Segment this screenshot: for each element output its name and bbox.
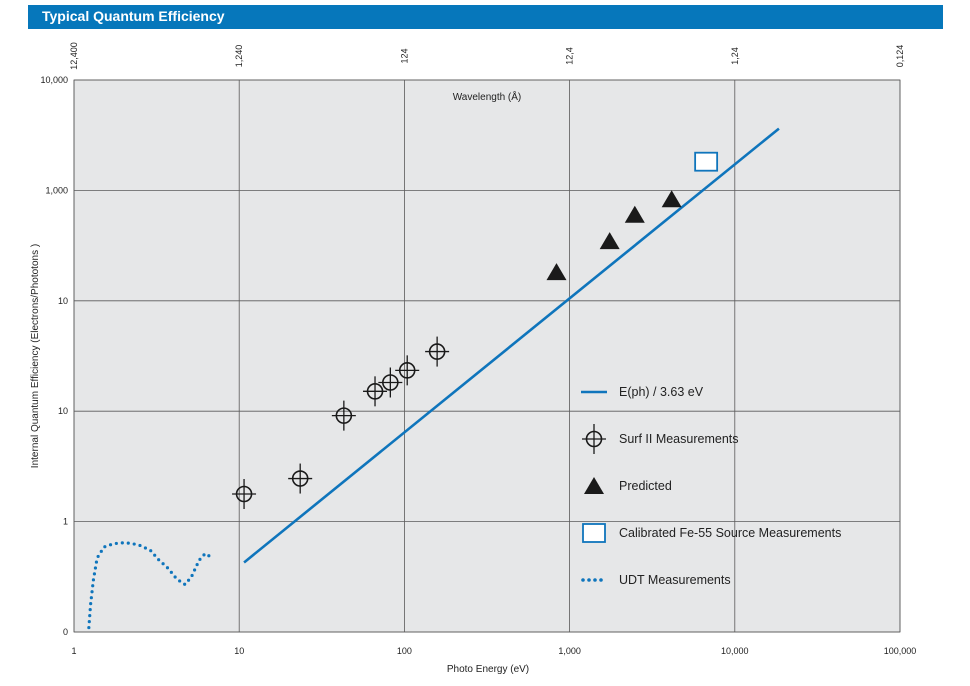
plot-border	[73, 79, 901, 633]
legend-label: UDT Measurements	[619, 573, 731, 587]
legend: E(ph) / 3.63 eV Surf II Measurements Predi…	[581, 385, 841, 587]
surf-point-ring	[398, 362, 416, 379]
series-square	[694, 151, 719, 172]
y-tick-label: 1,000	[45, 185, 68, 195]
legend-triangle-swatch	[584, 477, 604, 494]
x-tick-label: 1	[71, 646, 76, 656]
predicted-point	[599, 232, 620, 250]
grid	[73, 79, 901, 633]
surf-point-ring	[235, 485, 253, 503]
x-tick-label: 10,000	[721, 646, 749, 656]
plot-area	[74, 80, 900, 632]
axes: 0110101,00010,000112,400101,2401001241,0…	[30, 42, 916, 675]
udt-curve	[87, 540, 214, 630]
legend-label: E(ph) / 3.63 eV	[619, 385, 704, 399]
legend-label: Predicted	[619, 479, 672, 493]
legend-label: Calibrated Fe-55 Source Measurements	[619, 526, 841, 540]
x-tick-label: 100,000	[884, 646, 917, 656]
y-tick-label: 1	[63, 517, 68, 527]
x-tick-label: 100	[397, 646, 412, 656]
top-tick-label: 12,4	[565, 47, 575, 65]
legend-crosshair-swatch-ring	[585, 430, 603, 448]
top-tick-label: 12,400	[69, 42, 79, 70]
series-line	[243, 127, 780, 564]
series-crosshair	[232, 336, 450, 509]
fit-line	[243, 127, 780, 564]
surf-point-ring	[291, 470, 309, 487]
chart-title: Typical Quantum Efficiency	[42, 8, 225, 24]
x-tick-label: 10	[234, 646, 244, 656]
legend-label: Surf II Measurements	[619, 432, 739, 446]
top-tick-label: 0,124	[895, 45, 905, 68]
fe55-point	[694, 151, 719, 172]
x-axis-title: Photo Energy (eV)	[447, 664, 529, 675]
x-tick-label: 1,000	[558, 646, 581, 656]
y-axis-title: Internal Quantum Efficiency (Electrons/P…	[30, 244, 41, 468]
top-tick-label: 124	[399, 48, 409, 63]
y-tick-label: 10	[58, 406, 68, 416]
y-tick-label: 0	[63, 627, 68, 637]
predicted-point	[624, 205, 645, 223]
legend-square-swatch	[582, 523, 606, 543]
surf-point-ring	[428, 343, 446, 360]
predicted-point	[661, 190, 682, 208]
title-bar: Typical Quantum Efficiency	[28, 5, 943, 29]
y-tick-label: 10	[58, 296, 68, 306]
top-tick-label: 1,24	[730, 47, 740, 65]
data-marks	[87, 127, 780, 630]
top-tick-label: 1,240	[234, 45, 244, 68]
series-dotted	[87, 540, 214, 630]
series-triangle	[546, 190, 682, 281]
surf-point-ring	[335, 407, 353, 424]
predicted-point	[546, 263, 567, 281]
surf-point-ring	[382, 374, 399, 391]
top-axis-title: Wavelength (Å)	[453, 90, 522, 103]
y-tick-label: 10,000	[40, 75, 68, 85]
surf-point-ring	[366, 383, 384, 400]
